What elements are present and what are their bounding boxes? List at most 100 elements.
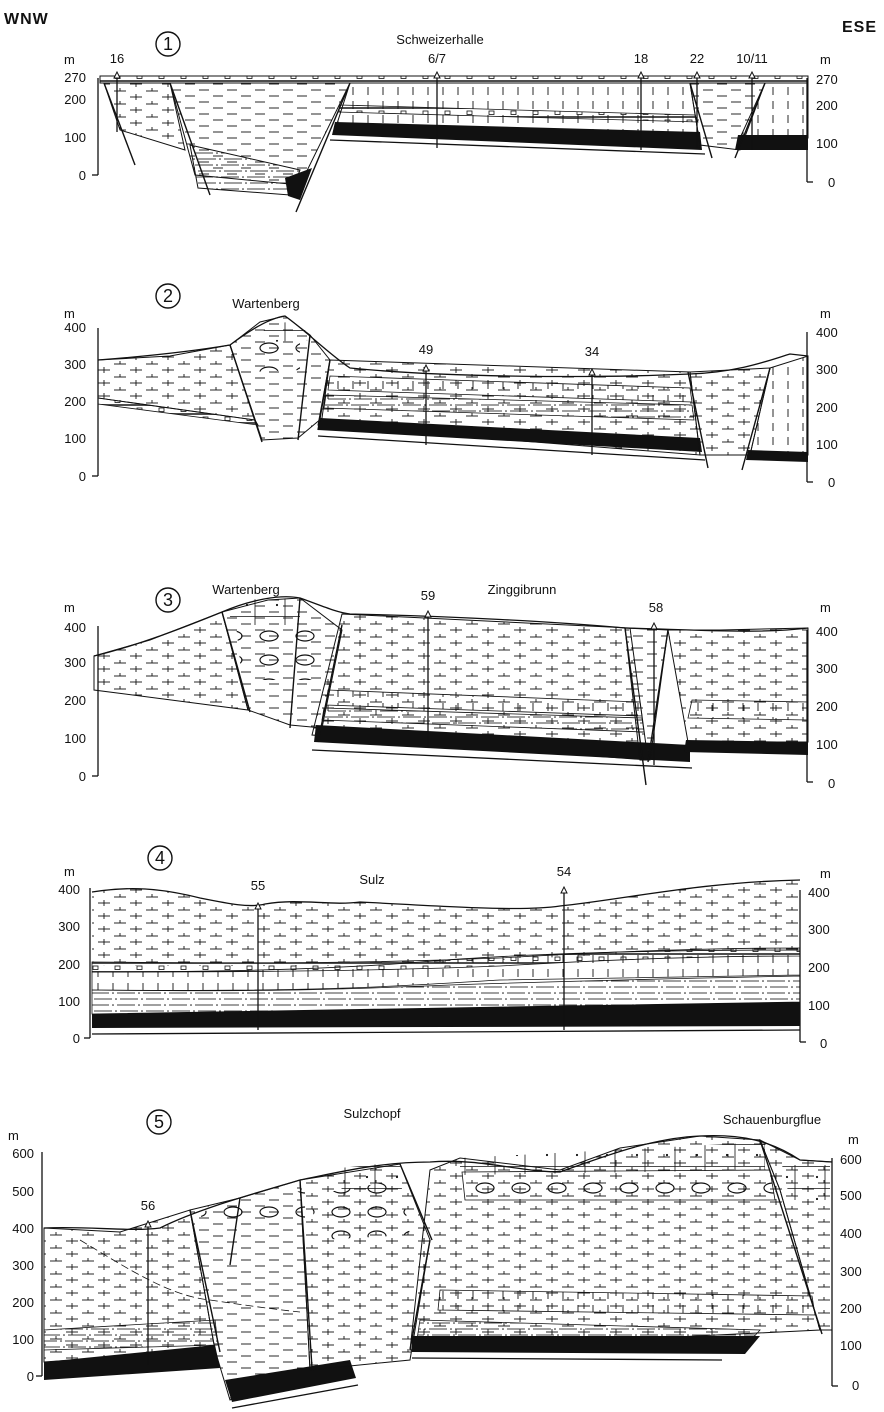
section-3-right-tick-0: 0 <box>828 776 835 791</box>
section-1-right-tick-0: 0 <box>828 175 835 190</box>
section-5-right-tick-500: 500 <box>840 1188 862 1203</box>
section-2-left-tick-200: 200 <box>64 394 86 409</box>
section-1-marker <box>155 31 181 57</box>
section-5-left-tick-300: 300 <box>12 1258 34 1273</box>
section-2-left-tick-400: 400 <box>64 320 86 335</box>
section-1-borehole-22: 22 <box>690 51 704 148</box>
section-5-locality-schauenburgflue: Schauenburgflue <box>723 1112 821 1127</box>
section-4-locality-sulz: Sulz <box>359 872 384 887</box>
section-3-left-tick-400: 400 <box>64 620 86 635</box>
section-3-right-tick-200: 200 <box>816 699 838 714</box>
section-1-borehole-10-11: 10/11 <box>736 51 768 150</box>
section-2-right-unit: m <box>820 306 831 321</box>
section-1: 1 Schweizerhalle m 270 200 100 0 m 270 2… <box>64 31 838 213</box>
section-3-right-tick-400: 400 <box>816 624 838 639</box>
section-5-marker <box>146 1109 172 1135</box>
section-4-left-tick-100: 100 <box>58 994 80 1009</box>
section-4-number: 4 <box>155 848 165 868</box>
section-3-marker <box>155 587 181 613</box>
section-4-right-unit: m <box>820 866 831 881</box>
svg-text:18: 18 <box>634 51 648 66</box>
svg-text:56: 56 <box>141 1198 155 1213</box>
section-1-left-tick-100: 100 <box>64 130 86 145</box>
section-4: 4 Sulz m 400 300 200 100 0 m 400 300 200… <box>58 845 831 1051</box>
section-5-locality-sulzchopf: Sulzchopf <box>343 1106 400 1121</box>
section-5-left-tick-0: 0 <box>27 1369 34 1384</box>
section-5-left-tick-600: 600 <box>12 1146 34 1161</box>
svg-text:49: 49 <box>419 342 433 357</box>
svg-text:22: 22 <box>690 51 704 66</box>
section-5-left-tick-400: 400 <box>12 1221 34 1236</box>
section-2-borehole-49: 49 <box>419 342 433 445</box>
section-5-number: 5 <box>154 1112 164 1132</box>
section-2-locality-wartenberg: Wartenberg <box>232 296 299 311</box>
section-3: 3 Wartenberg Zinggibrunn m 400 300 200 1… <box>64 582 838 791</box>
svg-text:16: 16 <box>110 51 124 66</box>
section-3-borehole-58: 58 <box>649 600 663 765</box>
section-1-borehole-16: 16 <box>110 51 124 132</box>
section-5-left-unit: m <box>8 1128 19 1143</box>
section-2-right-tick-0: 0 <box>828 475 835 490</box>
section-4-right-tick-300: 300 <box>808 922 830 937</box>
section-1-left-unit: m <box>64 52 75 67</box>
svg-text:6/7: 6/7 <box>428 51 446 66</box>
section-1-right-tick-200: 200 <box>816 98 838 113</box>
section-2-borehole-34: 34 <box>585 344 599 455</box>
section-5-left-tick-500: 500 <box>12 1184 34 1199</box>
section-2-marker <box>155 283 181 309</box>
section-5-right-tick-0: 0 <box>852 1378 859 1393</box>
svg-text:54: 54 <box>557 864 571 879</box>
section-5-left-tick-100: 100 <box>12 1332 34 1347</box>
section-4-left-tick-200: 200 <box>58 957 80 972</box>
section-2-left-tick-0: 0 <box>79 469 86 484</box>
section-4-left-tick-400: 400 <box>58 882 80 897</box>
section-5: 5 Sulzchopf Schauenburgflue m 600 500 40… <box>8 1106 862 1409</box>
section-4-left-tick-0: 0 <box>73 1031 80 1046</box>
svg-text:59: 59 <box>421 588 435 603</box>
section-1-borehole-18: 18 <box>634 51 648 150</box>
section-1-left-tick-200: 200 <box>64 92 86 107</box>
section-3-left-tick-100: 100 <box>64 731 86 746</box>
section-5-right-tick-100: 100 <box>840 1338 862 1353</box>
orientation-right-label: ESE <box>842 19 877 36</box>
section-3-locality-zinggibrunn: Zinggibrunn <box>488 582 557 597</box>
svg-text:34: 34 <box>585 344 599 359</box>
section-1-number: 1 <box>163 34 173 54</box>
section-4-left-tick-300: 300 <box>58 919 80 934</box>
section-3-locality-wartenberg: Wartenberg <box>212 582 279 597</box>
section-5-right-tick-400: 400 <box>840 1226 862 1241</box>
section-5-right-tick-200: 200 <box>840 1301 862 1316</box>
section-1-right-tick-100: 100 <box>816 136 838 151</box>
section-4-right-tick-400: 400 <box>808 885 830 900</box>
section-3-number: 3 <box>163 590 173 610</box>
section-1-left-tick-0: 0 <box>79 168 86 183</box>
section-2: 2 Wartenberg m 400 300 200 100 0 m 400 3… <box>64 283 838 490</box>
section-1-right-tick-270: 270 <box>816 72 838 87</box>
section-4-left-unit: m <box>64 864 75 879</box>
section-4-right-tick-0: 0 <box>820 1036 827 1051</box>
section-4-borehole-54: 54 <box>557 864 571 1030</box>
section-5-left-tick-200: 200 <box>12 1295 34 1310</box>
section-3-right-tick-300: 300 <box>816 661 838 676</box>
svg-text:10/11: 10/11 <box>736 51 768 66</box>
section-3-left-tick-300: 300 <box>64 655 86 670</box>
section-5-borehole-56: 56 <box>141 1198 155 1365</box>
section-3-left-tick-0: 0 <box>79 769 86 784</box>
section-1-borehole-6-7: 6/7 <box>428 51 446 148</box>
section-3-right-tick-100: 100 <box>816 737 838 752</box>
section-1-locality-schweizerhalle: Schweizerhalle <box>396 32 483 47</box>
section-2-left-unit: m <box>64 306 75 321</box>
section-3-borehole-59: 59 <box>421 588 435 748</box>
section-2-number: 2 <box>163 286 173 306</box>
section-2-right-tick-400: 400 <box>816 325 838 340</box>
svg-text:55: 55 <box>251 878 265 893</box>
section-2-left-tick-100: 100 <box>64 431 86 446</box>
svg-text:58: 58 <box>649 600 663 615</box>
section-5-right-tick-600: 600 <box>840 1152 862 1167</box>
section-3-left-unit: m <box>64 600 75 615</box>
section-3-right-unit: m <box>820 600 831 615</box>
section-3-left-tick-200: 200 <box>64 693 86 708</box>
section-5-right-unit: m <box>848 1132 859 1147</box>
section-4-borehole-55: 55 <box>251 878 265 1030</box>
section-5-right-tick-300: 300 <box>840 1264 862 1279</box>
